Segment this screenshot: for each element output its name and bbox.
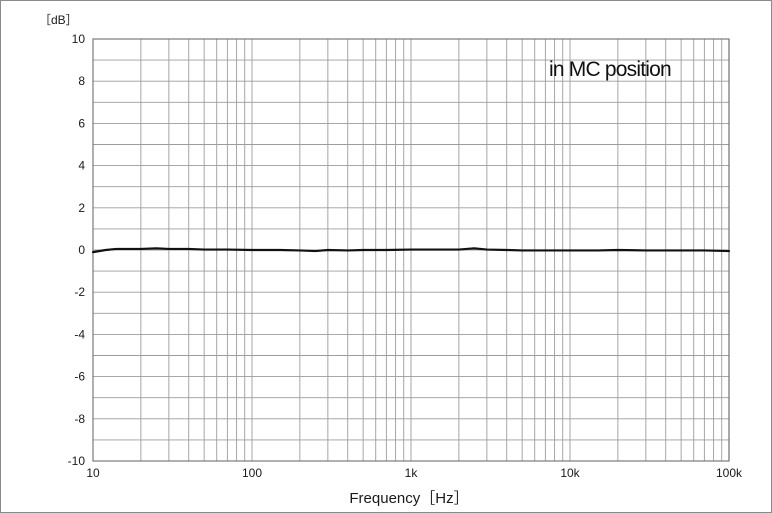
y-tick-label: 10 [72,32,86,46]
x-tick-label: 100k [716,466,743,480]
y-tick-label: -2 [74,285,85,299]
x-axis-label: Frequency［Hz］ [349,490,468,507]
y-tick-label: 2 [78,201,85,215]
y-axis-label: ［dB］ [39,13,78,27]
x-tick-label: 10k [560,466,580,480]
y-tick-label: -6 [74,370,85,384]
y-tick-label: 6 [78,116,85,130]
y-tick-label: 8 [78,74,85,88]
series-line [91,247,731,254]
y-tick-label: 0 [78,243,85,257]
x-tick-label: 100 [242,466,262,480]
y-tick-label: -8 [74,412,85,426]
y-tick-label: -10 [68,454,86,468]
x-tick-label: 1k [405,466,419,480]
x-tick-label: 10 [86,466,100,480]
series-layer [91,247,731,254]
y-tick-label: 4 [78,159,85,173]
y-tick-label: -4 [74,327,85,341]
annotation-in-mc-position: in MC position [549,58,671,81]
